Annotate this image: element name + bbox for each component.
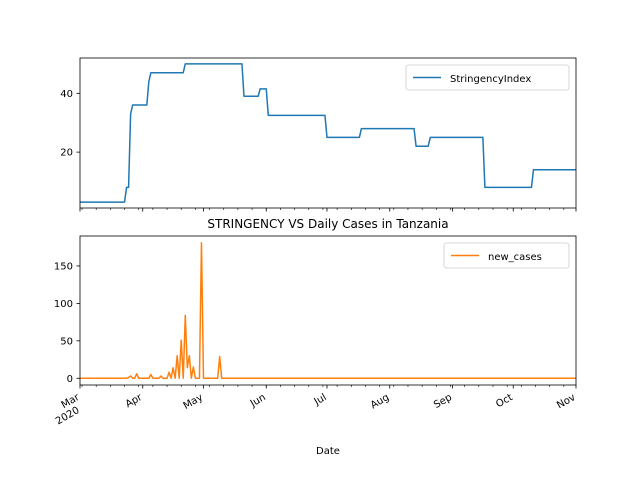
axes-frame [79,57,577,209]
axes-frame [79,235,577,386]
x-tick-label: Jun [248,392,268,410]
x-tick-label: May [182,392,205,412]
x-tick-label: Nov [555,392,577,411]
y-tick-label: 0 [67,374,73,385]
y-tick-label: 40 [60,89,73,100]
series-line-StringencyIndex [80,63,576,203]
y-tick-label: 50 [60,336,73,347]
x-tick-label: Aug [369,392,391,411]
legend: new_cases [443,242,570,269]
x-tick-label: Sep [432,392,454,411]
x-tick-label: Apr [124,392,145,411]
legend-box [405,64,570,91]
x-axis-label: Date [316,446,340,457]
y-tick-label: 150 [54,261,73,272]
x-tick-label: Jul [312,392,329,408]
y-tick-label: 100 [54,299,73,310]
legend-label: new_cases [488,252,542,263]
series-line-new_cases [80,241,576,380]
y-tick-label: 20 [60,148,73,159]
stringency-axes: 20 40 StringencyIndex [60,57,577,212]
legend-box [443,242,570,269]
legend-label: StringencyIndex [450,74,531,85]
chart-title: STRINGENCY VS Daily Cases in Tanzania [207,217,448,231]
x-tick-label: Oct [494,392,515,410]
legend: StringencyIndex [405,64,570,91]
